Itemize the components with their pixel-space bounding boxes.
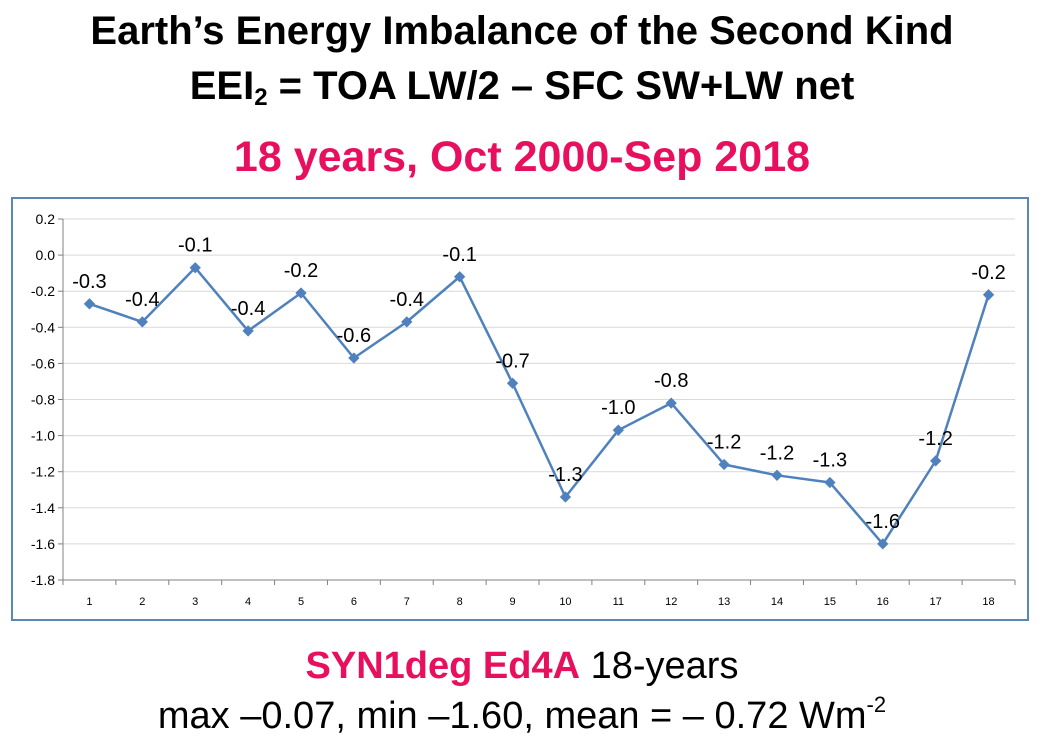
y-tick-labels: 0.2 0.0 -0.2 -0.4 -0.6 -0.8 -1.0 -1.2 -1.4 -1.6 -1… [31,211,55,588]
data-point [771,469,783,481]
data-label: -0.8 [654,370,688,392]
data-point [83,298,96,310]
data-source: SYN1deg Ed4A [305,645,581,687]
data-label: -0.1 [178,235,212,257]
data-source-line: SYN1deg Ed4A 18-years [0,645,1044,687]
stats-unit-exponent: -2 [866,692,887,717]
data-label: -0.2 [284,260,318,282]
data-label: -1.2 [707,431,741,453]
data-point [559,491,572,503]
data-point [930,455,942,467]
x-tick-label: 14 [771,596,783,608]
x-tick-label: 4 [245,596,251,608]
x-tick-label: 18 [982,596,994,608]
x-tick-label: 9 [509,596,515,608]
data-label: -0.4 [390,289,424,311]
data-labels: -0.3 -0.4 -0.1 -0.4 -0.2 -0.6 -0.4 -0.1 -0.7 -1.3… [72,235,1006,533]
formula-rest: = TOA LW/2 – SFC SW+LW net [267,64,855,108]
chart-formula: EEI2 = TOA LW/2 – SFC SW+LW net [0,64,1044,111]
chart-title: Earth’s Energy Imbalance of the Second K… [90,9,954,53]
x-tick-label: 8 [457,596,463,608]
data-point [612,424,624,436]
y-tick-label: 0.2 [36,211,56,227]
x-tick-label: 17 [930,596,942,608]
y-tick-label: -1.2 [31,464,55,480]
data-label: -1.2 [918,428,952,450]
formula-subscript: 2 [254,84,268,111]
data-label: -1.3 [548,464,582,486]
stats-text: max –0.07, min –1.60, mean = – 0.72 Wm [157,695,867,737]
x-tick-label: 12 [665,596,677,608]
data-point [665,397,677,409]
x-tick-label: 1 [86,596,92,608]
x-tick-label: 10 [559,596,571,608]
series-line [89,266,990,546]
x-tick-label: 11 [613,596,624,608]
data-point [401,316,413,328]
data-label: -1.2 [760,442,794,464]
x-tick-labels: 1 2 3 4 5 6 7 8 9 10 11 12 13 14 15 16 17 18 [86,596,994,608]
data-point [189,262,201,274]
data-label: -0.7 [495,350,529,372]
data-label: -0.3 [72,271,106,293]
data-label: -1.0 [601,397,635,419]
data-label: -0.1 [442,244,476,266]
data-label: -0.4 [231,298,265,320]
axes [58,218,1016,585]
data-point [348,352,360,364]
gridlines [63,218,1015,581]
series-1 [83,262,995,550]
y-tick-label: -0.6 [31,355,55,371]
data-point [242,325,254,337]
data-label: -0.2 [971,262,1005,284]
x-tick-label: 16 [877,596,889,608]
chart-subtitle: 18 years, Oct 2000-Sep 2018 [233,133,811,181]
y-tick-label: -1.4 [31,500,55,516]
formula-prefix: EEI [189,64,255,108]
y-tick-label: -1.0 [31,428,55,444]
data-point [136,316,148,328]
chart-frame [11,197,1029,621]
y-tick-label: -0.2 [31,283,55,299]
x-tick-label: 5 [298,596,304,608]
summary-stats: max –0.07, min –1.60, mean = – 0.72 Wm-2 [0,692,1044,738]
data-point [506,377,519,389]
y-tick-label: -0.8 [31,392,55,408]
y-tick-label: 0.0 [36,247,56,263]
line-chart: 0.2 0.0 -0.2 -0.4 -0.6 -0.8 -1.0 -1.2 -1.4 -1.6 -1… [31,211,1016,608]
x-tick-label: 13 [718,596,730,608]
x-tick-label: 2 [139,596,145,608]
data-label: -0.6 [337,325,371,347]
x-tick-label: 15 [824,596,836,608]
data-point [877,538,889,550]
x-tick-label: 6 [351,596,357,608]
data-point [718,458,730,471]
data-label: -1.6 [866,511,900,533]
data-label: -1.3 [813,450,847,472]
data-label: -0.4 [125,289,159,311]
data-period: 18-years [580,645,739,687]
x-tick-label: 7 [404,596,410,608]
y-tick-label: -0.4 [31,319,55,335]
y-tick-label: -1.6 [31,536,55,552]
x-tick-label: 3 [192,596,198,608]
data-point [824,476,836,489]
y-tick-label: -1.8 [31,572,55,588]
